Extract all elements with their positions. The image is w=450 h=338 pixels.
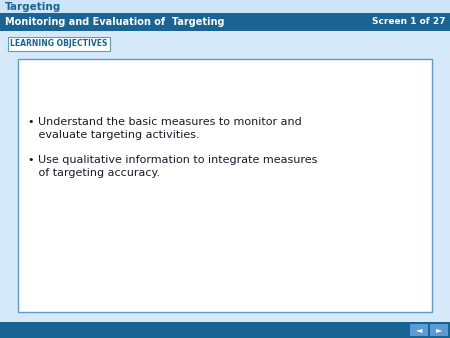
Text: Screen 1 of 27: Screen 1 of 27 (372, 18, 445, 26)
Text: of targeting accuracy.: of targeting accuracy. (28, 168, 160, 178)
Bar (0, 322, 450, 338)
Text: ◄: ◄ (416, 325, 422, 335)
Bar (0, 0, 450, 13)
Text: • Understand the basic measures to monitor and: • Understand the basic measures to monit… (28, 117, 302, 127)
Text: evaluate targeting activities.: evaluate targeting activities. (28, 130, 200, 140)
Bar (0, 13, 450, 31)
Bar (410, 324, 428, 336)
Text: LEARNING OBJECTIVES: LEARNING OBJECTIVES (10, 40, 108, 48)
Bar (18, 59, 432, 312)
Text: Targeting: Targeting (5, 1, 61, 11)
Text: Monitoring and Evaluation of  Targeting: Monitoring and Evaluation of Targeting (5, 17, 225, 27)
Text: ►: ► (436, 325, 442, 335)
Text: • Use qualitative information to integrate measures: • Use qualitative information to integra… (28, 155, 317, 165)
Bar (430, 324, 448, 336)
Bar (8, 37, 110, 51)
